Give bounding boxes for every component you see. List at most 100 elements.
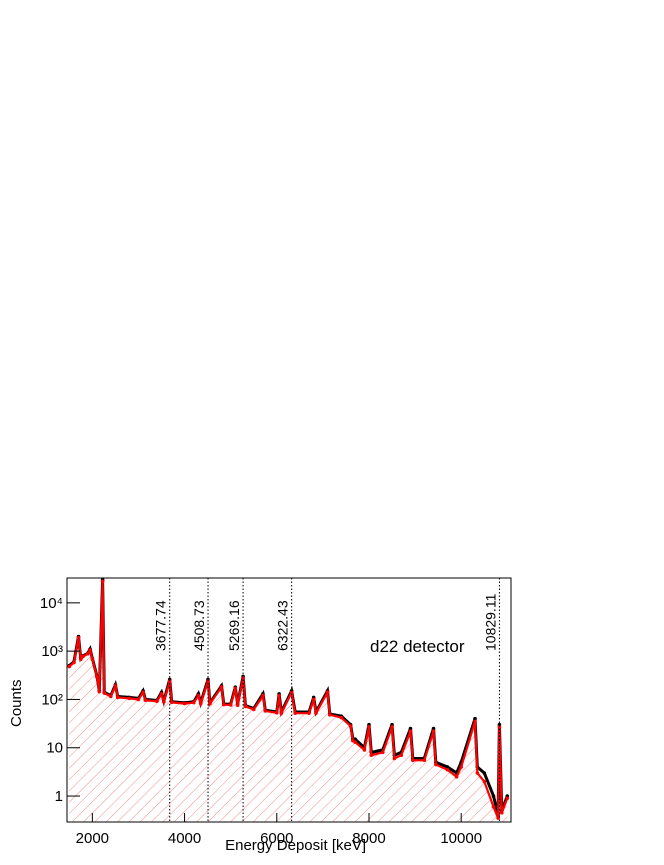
x-tick-label: 2000 bbox=[76, 830, 109, 847]
spectrum-point bbox=[76, 635, 81, 640]
spectrum-point bbox=[136, 697, 141, 702]
spectrum-point bbox=[167, 679, 172, 683]
spectrum-point bbox=[162, 700, 166, 704]
x-tick-label: 6000 bbox=[260, 830, 293, 847]
spectrum-point bbox=[206, 679, 210, 683]
spectrum-point bbox=[228, 703, 233, 707]
spectrum-point bbox=[482, 771, 487, 775]
spectrum-point bbox=[155, 699, 159, 703]
peak-label: 4508.73 bbox=[191, 600, 207, 651]
spectrum-point bbox=[390, 725, 394, 729]
spectrum-point bbox=[410, 758, 415, 763]
spectrum-point bbox=[251, 707, 256, 712]
y-tick-label: 10 bbox=[46, 740, 63, 757]
spectrum-point bbox=[454, 775, 459, 779]
y-tick-label: 10² bbox=[41, 691, 63, 708]
spectrum-point bbox=[113, 684, 118, 688]
spectrum-point bbox=[241, 676, 245, 680]
spectrum-point bbox=[392, 756, 397, 761]
spectrum-point bbox=[293, 711, 298, 715]
peak-label: 10829.11 bbox=[482, 593, 498, 651]
spectrum-point bbox=[277, 693, 281, 698]
spectrum-point bbox=[97, 689, 102, 694]
spectrum-point bbox=[79, 657, 83, 662]
spectrum-point bbox=[221, 702, 226, 707]
peak-label: 5269.16 bbox=[226, 600, 242, 651]
spectrum-point bbox=[408, 729, 413, 734]
spectrum-point bbox=[198, 701, 203, 706]
spectrum-point bbox=[219, 685, 224, 689]
spectrum-point bbox=[235, 703, 240, 707]
peak-label: 6322.43 bbox=[275, 600, 291, 651]
x-axis-title: Energy Deposit [keV] bbox=[225, 837, 366, 854]
spectrum-point bbox=[72, 660, 76, 665]
spectrum-point bbox=[115, 695, 120, 700]
spectrum-point bbox=[422, 758, 427, 763]
spectrum-point bbox=[263, 709, 268, 713]
spectrum-point bbox=[127, 696, 132, 701]
spectrum-point bbox=[85, 652, 90, 656]
spectrum-point bbox=[182, 701, 187, 706]
spectrum-point bbox=[491, 794, 496, 798]
spectrum-point bbox=[408, 726, 413, 731]
spectrum-point bbox=[475, 771, 480, 775]
spectrum-point bbox=[499, 810, 504, 815]
spectrum-point bbox=[100, 579, 105, 584]
spectrum-point bbox=[482, 779, 487, 784]
spectrum-point bbox=[434, 762, 438, 767]
plot-area bbox=[67, 578, 510, 822]
spectrum-point bbox=[367, 725, 371, 729]
peak-label: 3677.74 bbox=[153, 600, 169, 651]
spectrum-point bbox=[208, 701, 212, 706]
spectrum-point bbox=[431, 726, 436, 731]
spectrum-point bbox=[169, 700, 174, 705]
spectrum-point bbox=[191, 700, 196, 705]
spectrum-point bbox=[196, 693, 201, 698]
spectrum-point bbox=[348, 724, 353, 728]
frame bbox=[66, 577, 512, 823]
y-axis-title: Counts bbox=[8, 679, 25, 727]
spectrum-point bbox=[159, 692, 164, 696]
spectrum-point bbox=[362, 748, 367, 752]
spectrum-point bbox=[261, 693, 265, 698]
x-tick-label: 4000 bbox=[168, 830, 201, 847]
spectrum-point bbox=[289, 690, 294, 695]
spectrum-point bbox=[353, 740, 357, 745]
spectrum-point bbox=[369, 753, 374, 758]
spectrum-point bbox=[505, 796, 510, 801]
spectrum-point bbox=[399, 753, 404, 758]
spectrum-point bbox=[141, 690, 145, 695]
spectrum-point bbox=[233, 686, 238, 691]
spectrum-point bbox=[67, 664, 72, 669]
y-tick-label: 10³ bbox=[41, 643, 63, 660]
spectrum-point bbox=[279, 711, 284, 715]
spectrum-point bbox=[95, 675, 99, 679]
y-tick-label: 1 bbox=[55, 788, 63, 805]
spectrum-point bbox=[109, 694, 113, 699]
x-tick-label: 10000 bbox=[440, 830, 482, 847]
spectrum-point bbox=[325, 690, 330, 695]
spectrum-point bbox=[339, 715, 344, 720]
y-tick-label: 10⁴ bbox=[40, 595, 63, 612]
spectrum-point bbox=[381, 750, 385, 755]
hatched-area bbox=[69, 581, 508, 822]
x-tick-label: 8000 bbox=[352, 830, 385, 847]
annotation: d22 detector bbox=[370, 637, 465, 656]
spectrum-point bbox=[81, 654, 85, 659]
spectrum-point bbox=[473, 716, 477, 721]
spectrum-point bbox=[328, 713, 332, 717]
spectrum-point bbox=[445, 767, 450, 772]
spectrum-point bbox=[307, 711, 311, 715]
spectrum-point bbox=[314, 711, 318, 715]
spectrum-point bbox=[497, 725, 502, 729]
spectrum-point bbox=[274, 710, 279, 715]
spectrum-point bbox=[90, 657, 95, 662]
spectrum-point bbox=[459, 765, 464, 769]
spectrum-point bbox=[88, 648, 92, 652]
spectrum-point bbox=[102, 691, 107, 695]
spectrum-point bbox=[243, 704, 248, 709]
spectrum-point bbox=[491, 804, 496, 809]
spectrum-point bbox=[143, 698, 148, 703]
